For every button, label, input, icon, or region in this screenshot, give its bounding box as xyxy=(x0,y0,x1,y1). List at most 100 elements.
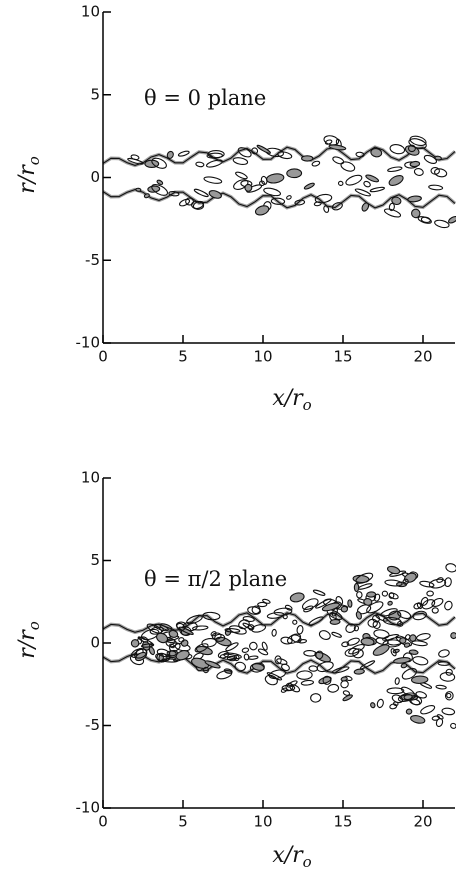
vortex-contour xyxy=(193,188,209,198)
vortex-contour xyxy=(268,669,287,680)
vortex-contour xyxy=(403,694,413,701)
vortex-contour xyxy=(399,637,407,644)
vortex-contour xyxy=(270,197,286,205)
vortex-contour xyxy=(201,637,217,648)
vortex-contour xyxy=(151,183,169,196)
vortex-contour xyxy=(359,660,376,670)
vortex-contour xyxy=(237,147,252,158)
y-tick-label: 5 xyxy=(90,551,100,569)
x-axis-label: x/ro xyxy=(272,386,311,414)
vortex-contour xyxy=(257,648,269,656)
vortex-contour xyxy=(340,605,349,613)
vortex-contour xyxy=(391,196,402,206)
vortex-contour xyxy=(431,597,444,607)
vortex-contour xyxy=(341,641,350,648)
vortex-contour xyxy=(342,694,353,702)
vortex-contour xyxy=(450,632,456,640)
vortex-contour xyxy=(161,658,179,663)
vortex-contour xyxy=(301,598,319,611)
vortex-contour xyxy=(300,679,315,686)
vortex-contour xyxy=(264,674,278,686)
vortex-contour xyxy=(387,600,393,606)
vortex-contour xyxy=(434,168,448,178)
vortex-contour xyxy=(444,691,454,701)
vortex-contour xyxy=(208,190,222,199)
vortex-contour xyxy=(301,155,314,162)
vortex-contour xyxy=(344,647,360,657)
vortex-contour xyxy=(392,701,399,707)
vortex-contour xyxy=(284,604,293,611)
vortex-contour xyxy=(357,583,373,590)
shear-layer-edge xyxy=(102,188,456,209)
vortex-contour xyxy=(355,611,362,620)
vortex-contour xyxy=(431,715,441,721)
vortex-contour xyxy=(318,630,331,640)
vortex-contour xyxy=(156,648,171,658)
vortex-contour xyxy=(403,642,411,648)
vortex-contour xyxy=(407,144,416,153)
vortex-contour xyxy=(435,718,444,728)
x-label-sub: o xyxy=(303,853,312,871)
vortex-contour xyxy=(423,154,438,164)
vortex-contour xyxy=(286,195,292,200)
vortex-contour xyxy=(232,157,249,165)
vortex-contour xyxy=(168,629,179,638)
x-tick-label: 10 xyxy=(253,348,272,366)
vortex-contour xyxy=(315,650,324,660)
vortex-contour xyxy=(303,650,317,657)
vortex-contour xyxy=(331,202,343,211)
vortex-contour xyxy=(178,637,185,643)
vortex-contour xyxy=(363,598,373,606)
vortex-contour xyxy=(149,626,164,635)
vortex-contour xyxy=(280,636,293,645)
vortex-contour xyxy=(345,623,356,633)
vortex-contour xyxy=(397,692,417,702)
vortex-contour xyxy=(415,691,427,699)
vortex-contour xyxy=(151,157,167,169)
vortex-contour xyxy=(243,653,250,661)
vortex-contour xyxy=(266,672,283,681)
vortex-contour xyxy=(402,578,409,585)
vortex-contour xyxy=(448,215,456,224)
vortex-contour xyxy=(372,620,381,629)
x-tick-label: 10 xyxy=(253,813,272,831)
vortex-contour xyxy=(289,592,305,603)
vortex-contour xyxy=(323,205,330,213)
y-tick-label: -10 xyxy=(76,334,101,352)
y-tick-label: -5 xyxy=(85,251,100,269)
vortex-contour xyxy=(332,156,345,165)
vortex-contour xyxy=(169,643,175,649)
vortex-contour xyxy=(410,675,429,684)
vortex-contour xyxy=(409,160,421,168)
x-tick-label: 5 xyxy=(178,813,188,831)
vortex-contour xyxy=(438,649,450,658)
vortex-contour xyxy=(415,633,431,641)
vortex-contour xyxy=(286,633,302,644)
vortex-contour xyxy=(156,179,164,186)
vortex-contour xyxy=(281,663,290,672)
vortex-contour xyxy=(274,655,282,665)
vortex-contour xyxy=(254,205,270,216)
vortex-contour xyxy=(428,578,447,589)
vortex-contour xyxy=(147,185,161,193)
vortex-contour xyxy=(260,175,268,185)
x-tick-label: 15 xyxy=(333,348,352,366)
vortex-contour xyxy=(411,640,428,647)
vortex-contour xyxy=(313,201,322,207)
vortex-contour xyxy=(353,582,360,593)
vortex-contour xyxy=(388,174,404,187)
vortex-contour xyxy=(207,150,225,159)
vortex-contour xyxy=(355,151,365,158)
vortex-contour xyxy=(308,665,319,672)
vortex-contour xyxy=(390,648,397,657)
vortex-contour xyxy=(191,657,210,669)
vortex-contour xyxy=(251,624,267,633)
vortex-contour xyxy=(370,147,383,158)
vortex-contour xyxy=(303,182,315,190)
vortex-contour xyxy=(303,605,314,613)
vortex-contour xyxy=(202,611,221,621)
vortex-contour xyxy=(210,631,217,637)
vortex-contour xyxy=(205,159,223,168)
vortex-contour xyxy=(327,683,340,693)
vortex-contour xyxy=(251,147,259,155)
